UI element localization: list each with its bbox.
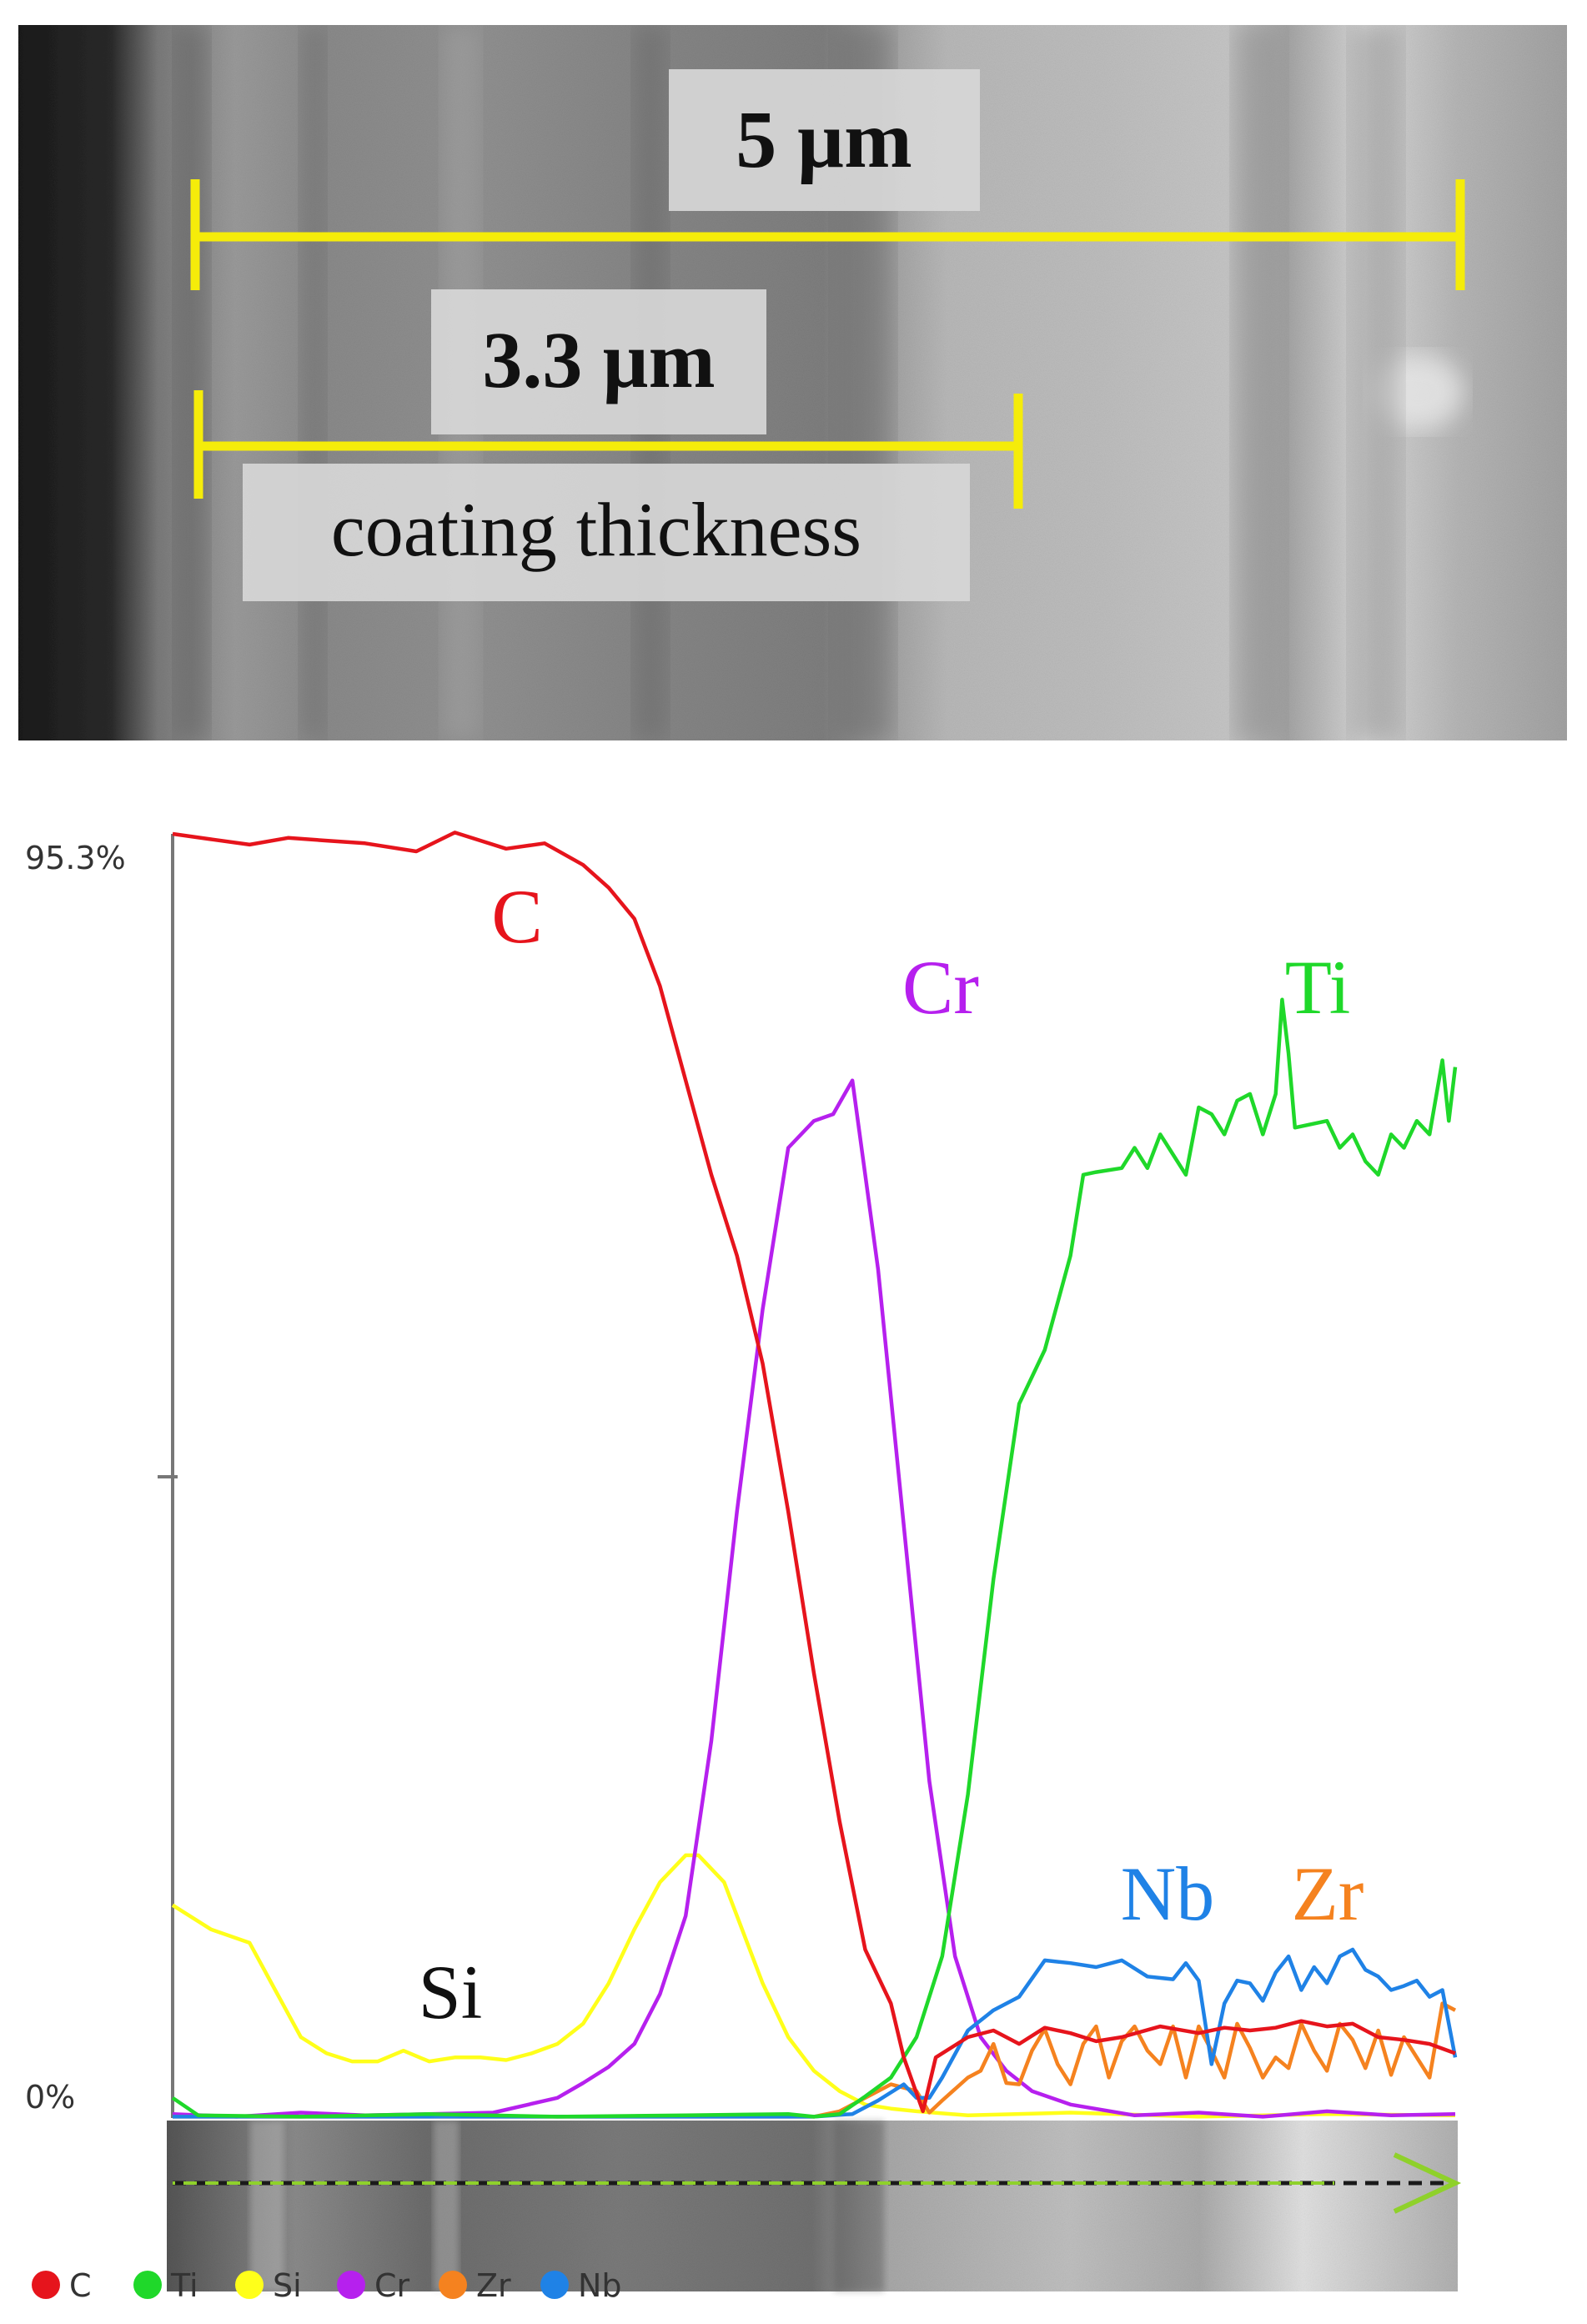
coating-label-box: [243, 464, 970, 601]
scan-strip: [167, 2121, 1462, 2291]
y-axis-bottom-label: 0%: [25, 2079, 75, 2116]
legend-marker-zr: [439, 2271, 467, 2299]
scale-label-box-5um: [669, 69, 980, 211]
legend-label-ti: Ti: [170, 2267, 198, 2304]
scale-label-3-3um: 3.3 µm: [482, 315, 715, 404]
scale-label-5um: 5 µm: [736, 95, 912, 185]
coating-thickness-label: coating thickness: [331, 487, 861, 572]
scale-bar-5um: [190, 179, 1465, 290]
legend-label-si: Si: [273, 2267, 302, 2304]
annotation-si: Si: [419, 1950, 483, 2035]
scale-label-box-3-3um: [431, 289, 766, 434]
legend-marker-c: [32, 2271, 60, 2299]
legend-label-c: C: [69, 2267, 92, 2304]
legend: C Ti Si Cr Zr Nb: [32, 2267, 622, 2304]
y-axis-top-label: 95.3%: [25, 840, 126, 876]
series-line-cr: [172, 1078, 1456, 2119]
legend-label-cr: Cr: [374, 2267, 410, 2304]
series-line-ti: [171, 997, 1458, 2119]
legend-marker-cr: [337, 2271, 365, 2299]
legend-marker-ti: [133, 2271, 162, 2299]
series-line-c: [172, 831, 1456, 2114]
annotation-nb: Nb: [1121, 1851, 1214, 1936]
scan-direction-arrow-icon: [1393, 2152, 1462, 2214]
series-line-zr: [173, 2001, 1457, 2119]
annotation-zr: Zr: [1292, 1851, 1364, 1936]
sem-micrograph: 5 µm 3.3 µm coating thickness: [18, 25, 1567, 740]
series-line-nb: [173, 1947, 1458, 2119]
legend-marker-si: [235, 2271, 264, 2299]
legend-label-nb: Nb: [578, 2267, 622, 2304]
annotation-cr: Cr: [902, 945, 979, 1030]
legend-label-zr: Zr: [476, 2267, 511, 2304]
annotation-c: C: [491, 874, 542, 959]
scale-bar-3-3um: [193, 390, 1023, 509]
series-line-si: [171, 1853, 1456, 2119]
linescan-chart: 95.3% 0% C Cr Ti Si Nb Zr C Ti Si Cr Zr Nb: [25, 831, 1462, 2304]
annotation-ti: Ti: [1285, 945, 1351, 1030]
legend-marker-nb: [540, 2271, 569, 2299]
series-layer: [171, 831, 1458, 2119]
annotation-layer: C Cr Ti Si Nb Zr: [419, 874, 1364, 2035]
